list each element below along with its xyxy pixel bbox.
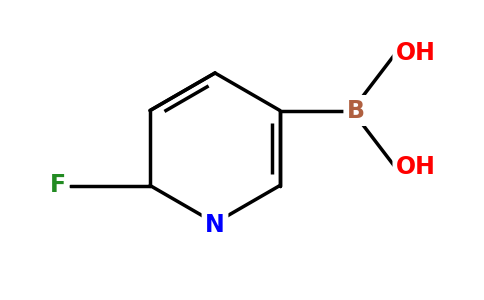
- Text: N: N: [205, 213, 225, 237]
- Text: OH: OH: [396, 155, 436, 179]
- Text: OH: OH: [396, 41, 436, 65]
- Text: F: F: [50, 173, 66, 197]
- Text: B: B: [347, 98, 365, 122]
